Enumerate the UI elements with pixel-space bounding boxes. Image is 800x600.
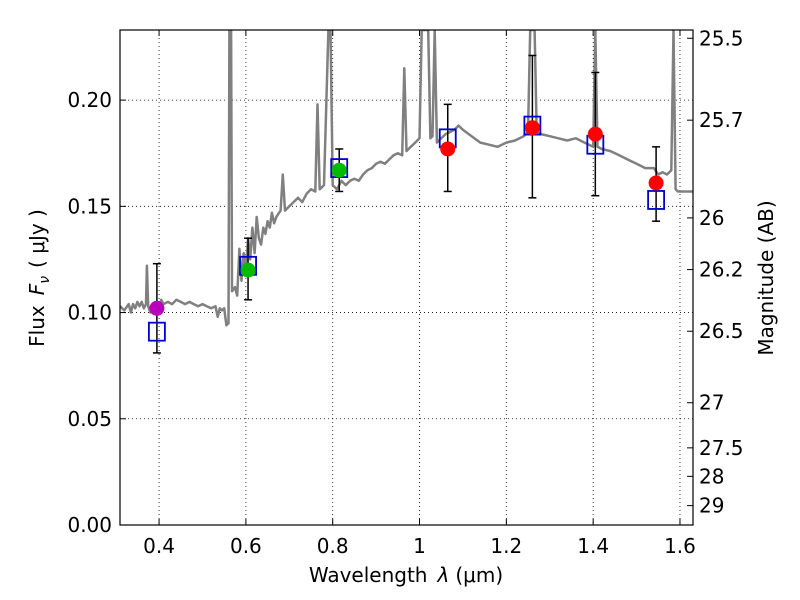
plot-frame bbox=[119, 29, 694, 526]
magnitude-tick-label: 25.7 bbox=[699, 108, 744, 132]
y-tick-label: 0.20 bbox=[67, 88, 112, 112]
y-tick-label: 0.00 bbox=[67, 513, 112, 537]
x-tick-label: 1.6 bbox=[664, 534, 696, 558]
y-axis-ticks: 0.00 0.05 0.10 0.15 0.20 bbox=[67, 88, 126, 537]
x-tick-label: 1.4 bbox=[577, 534, 609, 558]
observed-flux-point bbox=[524, 120, 540, 136]
x-tick-label: 1.2 bbox=[490, 534, 522, 558]
x-tick-label: 0.8 bbox=[317, 534, 349, 558]
magnitude-tick-label: 26.2 bbox=[699, 258, 744, 282]
model-spectrum-layer bbox=[120, 30, 693, 327]
magnitude-tick-label: 27.5 bbox=[699, 436, 744, 460]
magnitude-tick-label: 28 bbox=[699, 464, 724, 488]
magnitude-tick-label: 25.5 bbox=[699, 26, 744, 50]
magnitude-tick-label: 26 bbox=[699, 206, 724, 230]
x-tick-label: 0.6 bbox=[230, 534, 262, 558]
observed-flux-point bbox=[440, 141, 456, 157]
model-spectrum-line bbox=[120, 30, 693, 327]
observed-flux-point bbox=[240, 262, 256, 278]
x-tick-label: 1 bbox=[413, 534, 426, 558]
magnitude-tick-label: 26.5 bbox=[699, 319, 744, 343]
observed-flux-point bbox=[149, 300, 165, 316]
y-axis-label: FluxFν( μJy ) bbox=[25, 209, 53, 347]
y-tick-label: 0.05 bbox=[67, 407, 112, 431]
x-tick-label: 0.4 bbox=[143, 534, 175, 558]
magnitude-tick-label: 29 bbox=[699, 494, 724, 518]
y-tick-label: 0.10 bbox=[67, 301, 112, 325]
model-flux-square bbox=[147, 321, 166, 342]
magnitude-axis-ticks: 25.5 25.7 26 26.2 26.5 27 27.5 28 29 bbox=[687, 26, 744, 518]
grid bbox=[120, 30, 693, 526]
x-axis-label: Wavelength λ (μm) bbox=[309, 563, 503, 587]
model-flux-square bbox=[647, 190, 666, 210]
observed-photometry bbox=[149, 120, 664, 316]
observed-flux-point bbox=[331, 162, 347, 178]
y-tick-label: 0.15 bbox=[67, 194, 112, 218]
observed-flux-point bbox=[587, 126, 603, 142]
magnitude-tick-label: 27 bbox=[699, 391, 724, 415]
magnitude-axis-label: Magnitude (AB) bbox=[754, 200, 778, 355]
observed-flux-point bbox=[648, 175, 664, 191]
x-axis-ticks: 0.4 0.6 0.8 1 1.2 1.4 1.6 bbox=[143, 30, 696, 558]
